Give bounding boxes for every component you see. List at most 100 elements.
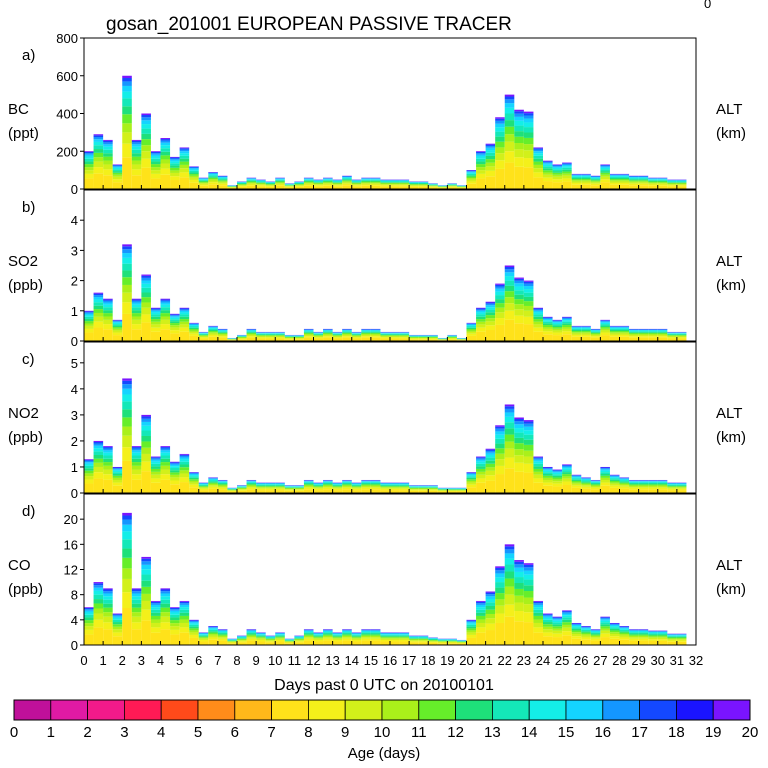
bar-segment <box>342 334 352 337</box>
bar-segment <box>485 630 496 645</box>
bar-segment <box>103 462 113 466</box>
bar-segment <box>237 638 247 640</box>
bar-segment <box>313 182 324 184</box>
bar-segment <box>667 488 677 491</box>
bar-segment <box>495 286 505 289</box>
bar-segment <box>131 596 142 600</box>
bar-segment <box>141 430 151 436</box>
bar-segment <box>313 638 324 640</box>
bar-segment <box>485 605 496 610</box>
bar-segment <box>179 477 190 483</box>
bar-segment <box>581 177 591 180</box>
bar-segment <box>399 184 410 186</box>
bar-segment <box>332 182 343 184</box>
bar-segment <box>399 484 410 486</box>
x-tick-label: 6 <box>195 653 202 668</box>
bar-segment <box>93 462 104 467</box>
bar-segment <box>390 635 400 637</box>
bar-segment <box>399 634 410 635</box>
bar-segment <box>543 632 553 637</box>
bar-segment <box>552 332 563 336</box>
bar-segment <box>533 308 543 310</box>
bar-segment <box>514 564 524 568</box>
bar-segment <box>284 487 295 488</box>
bar-segment <box>141 115 151 118</box>
bar-segment <box>485 166 496 171</box>
bar-segment <box>370 182 381 184</box>
bar-segment <box>103 319 113 325</box>
bar-segment <box>657 330 668 331</box>
bar-segment <box>332 633 343 635</box>
bar-segment <box>476 459 486 462</box>
bar-segment <box>619 485 630 487</box>
bar-segment <box>170 617 180 621</box>
bar-segment <box>103 307 113 311</box>
bar-segment <box>447 338 457 340</box>
alt-unit-label: (km) <box>716 125 746 142</box>
bar-segment <box>533 482 543 493</box>
bar-segment <box>676 335 687 336</box>
bar-segment <box>504 553 515 559</box>
bar-segment <box>514 428 524 433</box>
bar-segment <box>208 172 218 173</box>
bar-segment <box>313 334 324 336</box>
bar-segment <box>351 182 362 183</box>
bar-segment <box>342 640 352 645</box>
bar-segment <box>265 490 276 493</box>
bar-segment <box>170 480 180 485</box>
bar-segment <box>648 480 658 482</box>
bar-segment <box>390 333 400 335</box>
bar-segment <box>313 484 324 486</box>
bar-segment <box>198 185 209 189</box>
bar-segment <box>657 333 668 334</box>
bar-segment <box>351 334 362 336</box>
bar-segment <box>217 634 228 636</box>
bar-segment <box>638 630 649 632</box>
bar-segment <box>629 180 639 182</box>
bar-segment <box>581 182 591 185</box>
bar-segment <box>112 320 123 321</box>
bar-segment <box>638 333 649 335</box>
bar-segment <box>390 335 400 337</box>
colorbar-tick-label: 3 <box>120 724 128 741</box>
bar-segment <box>476 463 486 467</box>
colorbar-tick-label: 9 <box>341 724 349 741</box>
bar-segment <box>533 161 543 165</box>
bar-segment <box>208 333 218 335</box>
bar-segment <box>208 634 218 636</box>
bar-segment <box>581 481 591 483</box>
bar-segment <box>543 479 553 483</box>
bar-segment <box>590 631 601 633</box>
bar-segment <box>495 303 505 308</box>
bar-segment <box>399 639 410 642</box>
bar-segment <box>466 327 477 330</box>
bar-segment <box>342 630 352 632</box>
bar-segment <box>160 591 171 594</box>
bar-segment <box>179 316 190 320</box>
colorbar-tick-label: 1 <box>47 724 55 741</box>
bar-segment <box>303 483 314 485</box>
bar-segment <box>571 326 582 328</box>
bar-segment <box>533 327 543 332</box>
bar-segment <box>437 641 448 642</box>
bar-segment <box>237 185 247 187</box>
bar-segment <box>313 333 324 334</box>
bar-segment <box>217 185 228 189</box>
bar-segment <box>370 637 381 639</box>
bar-segment <box>84 459 94 460</box>
bar-segment <box>648 483 658 485</box>
bar-segment <box>648 482 658 484</box>
bar-segment <box>600 620 610 623</box>
bar-segment <box>370 634 381 636</box>
bar-segment <box>600 330 610 333</box>
bar-segment <box>514 595 524 603</box>
bar-segment <box>275 484 285 486</box>
bar-segment <box>332 484 343 486</box>
bar-segment <box>93 587 104 591</box>
bar-segment <box>552 620 563 623</box>
bar-segment <box>619 174 630 176</box>
bar-segment <box>370 481 381 482</box>
bar-segment <box>265 185 276 186</box>
bar-segment <box>179 308 190 310</box>
bar-segment <box>399 333 410 335</box>
